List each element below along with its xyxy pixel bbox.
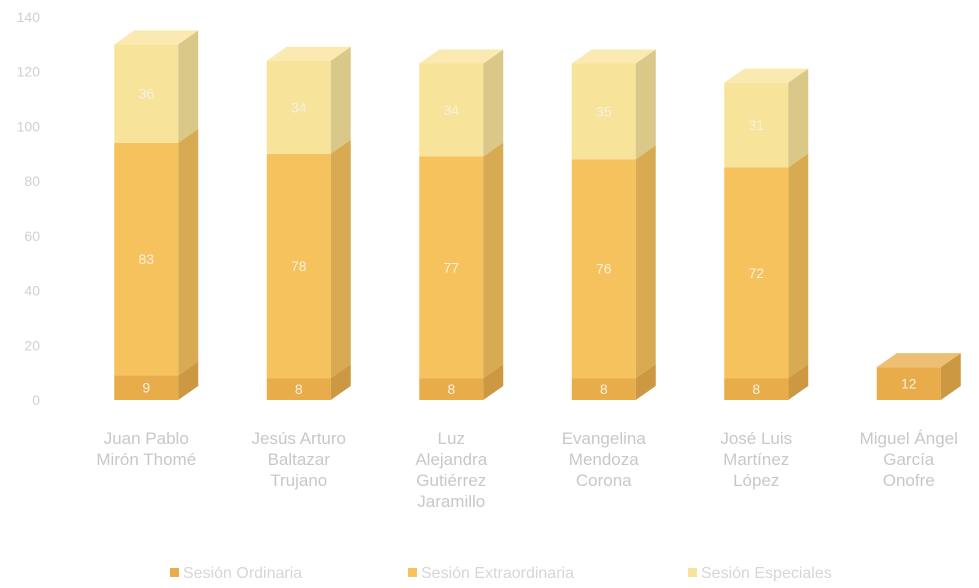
y-tick-label: 0	[32, 392, 40, 408]
data-label: 31	[748, 117, 764, 133]
bar-segment: 36	[114, 30, 199, 143]
category-label: José Luis Martínez López	[720, 429, 792, 490]
bar-segment: 34	[419, 49, 504, 157]
bar-segment-side	[483, 364, 504, 400]
bar-segment: 9	[114, 361, 199, 400]
data-label: 8	[447, 381, 455, 397]
bar-segment-side	[178, 128, 199, 376]
bar-segment: 8	[571, 364, 656, 400]
bar-top	[876, 353, 961, 368]
bar-segment-front	[419, 63, 484, 157]
y-tick-label: 120	[17, 64, 41, 80]
legend-swatch	[408, 568, 417, 577]
bar-top	[114, 30, 199, 45]
y-tick-label: 20	[24, 337, 40, 353]
legend-item: Sesión Ordinaria	[170, 565, 302, 582]
bar-segment-front	[266, 153, 331, 379]
bar-segment-front	[114, 142, 179, 376]
legend-swatch	[170, 568, 179, 577]
bar-top	[571, 49, 656, 64]
bar-segment: 31	[724, 68, 809, 168]
bar-segment-side	[178, 30, 199, 143]
bar-segment: 8	[266, 364, 351, 400]
bar-segment-front	[419, 156, 484, 379]
bar-top	[419, 49, 504, 64]
data-label: 36	[138, 86, 154, 102]
data-label: 34	[443, 102, 459, 118]
data-label: 35	[596, 103, 612, 119]
bar-segment-side	[788, 153, 809, 379]
bar-segment: 76	[571, 145, 656, 379]
bar-segment-front	[114, 375, 179, 400]
bar-segment-side	[330, 364, 351, 400]
category-labels: Juan Pablo Mirón Thomé Jesús Arturo Baltaza…	[96, 429, 958, 511]
bar-segment-side	[635, 145, 656, 379]
y-tick-label: 80	[24, 173, 40, 189]
data-label: 83	[138, 251, 154, 267]
y-tick-label: 100	[17, 118, 41, 134]
y-axis: 0 20 40 60 80 100 120 140	[17, 9, 41, 408]
data-label: 8	[295, 381, 303, 397]
category-label: Luz Alejandra Gutiérrez Jaramillo	[415, 429, 487, 511]
legend-item: Sesión Extraordinaria	[408, 565, 574, 582]
data-label: 72	[748, 265, 764, 281]
bar-segment-side	[330, 46, 351, 154]
bar-segment: 12	[876, 353, 961, 400]
legend-label: Sesión Especiales	[701, 565, 832, 582]
bar-segment-side	[483, 49, 504, 157]
bar-segment-front	[419, 378, 484, 400]
bar-segment-front	[571, 159, 636, 379]
bar-segment-front	[724, 167, 789, 379]
legend-swatch	[688, 568, 697, 577]
legend: Sesión Ordinaria Sesión Extraordinaria Ses…	[170, 565, 832, 582]
bar-segment-front	[724, 378, 789, 400]
bar-segment-front	[114, 44, 179, 143]
category-label: Jesús Arturo Baltazar Trujano	[252, 429, 347, 490]
y-tick-label: 40	[24, 283, 40, 299]
data-label: 77	[443, 259, 459, 275]
bar-segment: 83	[114, 128, 199, 376]
legend-label: Sesión Ordinaria	[183, 565, 302, 582]
bar-segment-side	[788, 364, 809, 400]
bar-segment: 8	[419, 364, 504, 400]
data-label: 76	[596, 261, 612, 277]
bar-segment-front	[571, 378, 636, 400]
bar-segment-front	[571, 63, 636, 160]
bar-segment: 35	[571, 49, 656, 160]
bar-segment-side	[178, 361, 199, 400]
data-label: 34	[291, 99, 307, 115]
y-tick-label: 60	[24, 228, 40, 244]
data-label: 8	[752, 381, 760, 397]
bar-segment: 78	[266, 139, 351, 379]
bar-segment-front	[876, 367, 941, 400]
data-label: 8	[600, 381, 608, 397]
bar-segment-side	[788, 68, 809, 168]
bar-segment: 8	[724, 364, 809, 400]
bar-segment: 72	[724, 153, 809, 379]
bar-segment-side	[940, 353, 961, 400]
data-label: 78	[291, 258, 307, 274]
bar-top	[724, 68, 809, 83]
bar-segment-side	[330, 139, 351, 379]
y-tick-label: 140	[17, 9, 41, 25]
bar-segment: 34	[266, 46, 351, 154]
category-label: Evangelina Mendoza Corona	[562, 429, 647, 490]
bar-top	[266, 46, 351, 61]
category-label: Miguel Ángel García Onofre	[860, 429, 958, 490]
bars: 9 83 36 8 78 34 8 77 34 8 76 35 8 72 31 12	[114, 30, 961, 400]
bar-segment-front	[724, 82, 789, 168]
bar-segment-front	[266, 60, 331, 154]
bar-segment-side	[483, 142, 504, 379]
bar-segment-side	[635, 364, 656, 400]
bar-segment-front	[266, 378, 331, 400]
legend-label: Sesión Extraordinaria	[421, 565, 574, 582]
bar-segment: 77	[419, 142, 504, 379]
data-label: 12	[901, 376, 917, 392]
category-label: Juan Pablo Mirón Thomé	[96, 429, 196, 469]
bar-segment-side	[635, 49, 656, 160]
legend-item: Sesión Especiales	[688, 565, 832, 582]
data-label: 9	[142, 380, 150, 396]
